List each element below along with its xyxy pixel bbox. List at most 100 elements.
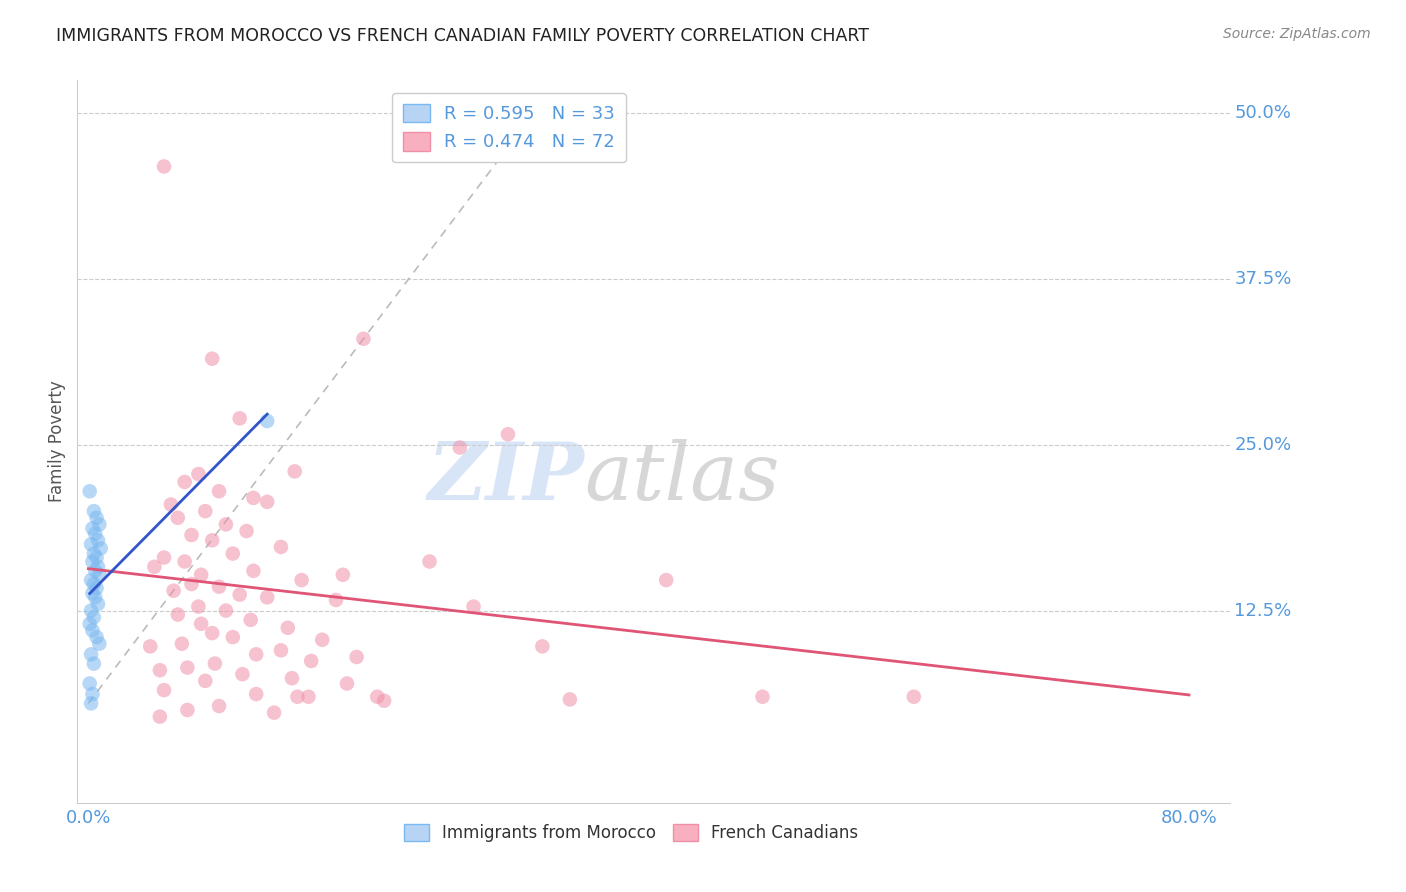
Point <box>256 495 278 509</box>
Point <box>83 504 105 518</box>
Point <box>208 699 231 714</box>
Point <box>449 441 471 455</box>
Point <box>180 528 202 542</box>
Point <box>89 517 111 532</box>
Point <box>82 586 104 600</box>
Point <box>332 567 354 582</box>
Point <box>325 593 347 607</box>
Point <box>215 603 238 617</box>
Point <box>153 683 176 698</box>
Point <box>83 547 105 561</box>
Point <box>87 597 110 611</box>
Point <box>256 591 278 605</box>
Point <box>366 690 388 704</box>
Point <box>311 632 333 647</box>
Point <box>270 643 292 657</box>
Point <box>187 599 209 614</box>
Point <box>83 577 105 591</box>
Text: 37.5%: 37.5% <box>1234 270 1292 288</box>
Point <box>655 573 678 587</box>
Point <box>170 637 193 651</box>
Point <box>231 667 253 681</box>
Point <box>176 660 198 674</box>
Point <box>149 663 172 677</box>
Point <box>208 580 231 594</box>
Point <box>194 673 217 688</box>
Text: 25.0%: 25.0% <box>1234 436 1292 454</box>
Point <box>297 690 319 704</box>
Point <box>204 657 226 671</box>
Point <box>228 588 250 602</box>
Y-axis label: Family Poverty: Family Poverty <box>48 381 66 502</box>
Text: ZIP: ZIP <box>427 439 585 516</box>
Point <box>166 607 188 622</box>
Text: 0.0%: 0.0% <box>66 809 111 828</box>
Point <box>82 555 104 569</box>
Point <box>79 676 101 690</box>
Point <box>336 676 359 690</box>
Point <box>194 504 217 518</box>
Text: Source: ZipAtlas.com: Source: ZipAtlas.com <box>1223 27 1371 41</box>
Point <box>173 555 195 569</box>
Point <box>228 411 250 425</box>
Point <box>162 583 184 598</box>
Point <box>86 510 108 524</box>
Point <box>903 690 925 704</box>
Point <box>84 564 107 578</box>
Point <box>245 687 267 701</box>
Point <box>256 414 278 428</box>
Point <box>89 567 111 582</box>
Point <box>80 697 103 711</box>
Point <box>263 706 285 720</box>
Point <box>83 610 105 624</box>
Point <box>287 690 309 704</box>
Point <box>496 427 519 442</box>
Point <box>299 654 322 668</box>
Point <box>86 630 108 644</box>
Point <box>346 650 368 665</box>
Point <box>176 703 198 717</box>
Point <box>79 484 101 499</box>
Point <box>87 533 110 548</box>
Point <box>242 564 264 578</box>
Point <box>558 692 581 706</box>
Point <box>149 709 172 723</box>
Point <box>84 591 107 605</box>
Point <box>80 537 103 551</box>
Point <box>173 475 195 489</box>
Point <box>90 541 112 556</box>
Point <box>463 599 485 614</box>
Point <box>187 467 209 481</box>
Point <box>222 630 245 644</box>
Point <box>84 526 107 541</box>
Point <box>290 573 312 587</box>
Point <box>235 524 257 538</box>
Text: 50.0%: 50.0% <box>1234 104 1291 122</box>
Point <box>190 616 212 631</box>
Point <box>190 567 212 582</box>
Point <box>86 581 108 595</box>
Point <box>201 533 224 548</box>
Point <box>222 547 245 561</box>
Point <box>239 613 262 627</box>
Point <box>284 464 307 478</box>
Point <box>419 555 441 569</box>
Point <box>201 626 224 640</box>
Point <box>245 648 267 662</box>
Point <box>277 621 299 635</box>
Point <box>89 637 111 651</box>
Point <box>270 540 292 554</box>
Point <box>79 616 101 631</box>
Text: 12.5%: 12.5% <box>1234 601 1292 620</box>
Point <box>373 694 395 708</box>
Point <box>82 521 104 535</box>
Point <box>353 332 375 346</box>
Point <box>215 517 238 532</box>
Point <box>82 624 104 638</box>
Point <box>86 550 108 565</box>
Point <box>143 559 166 574</box>
Text: IMMIGRANTS FROM MOROCCO VS FRENCH CANADIAN FAMILY POVERTY CORRELATION CHART: IMMIGRANTS FROM MOROCCO VS FRENCH CANADI… <box>56 27 869 45</box>
Point <box>166 510 188 524</box>
Point <box>87 559 110 574</box>
Point <box>180 577 202 591</box>
